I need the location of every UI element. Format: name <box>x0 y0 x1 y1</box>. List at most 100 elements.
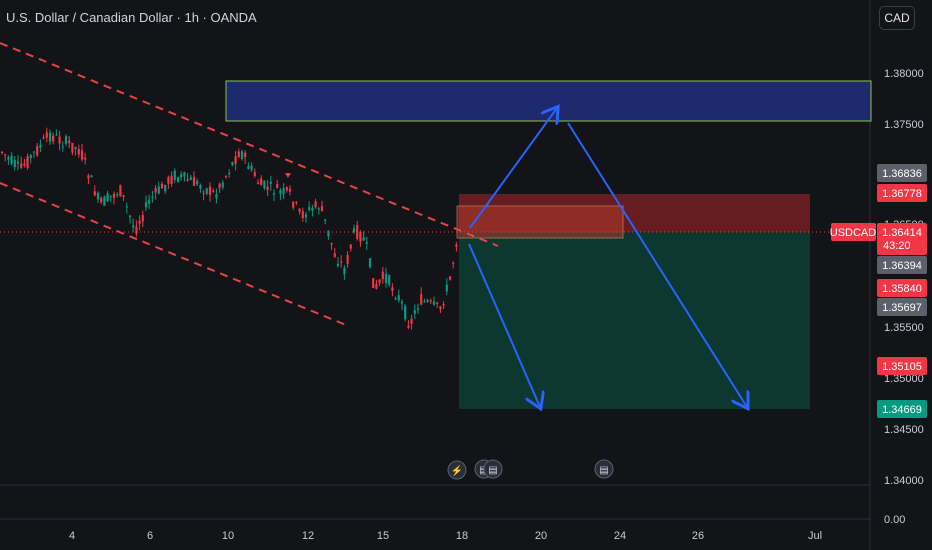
candle-body <box>164 185 167 192</box>
candle-body <box>116 194 119 196</box>
candle-body <box>48 132 52 142</box>
price-tag-label: 1.36778 <box>882 188 922 200</box>
candle-body <box>423 301 426 303</box>
candle-body <box>276 184 279 189</box>
candle-body <box>359 231 362 242</box>
candle-body <box>103 196 106 206</box>
candle-body <box>186 179 189 181</box>
candle-body <box>237 151 240 158</box>
candle-body <box>215 194 218 199</box>
candle-body <box>90 175 93 178</box>
currency-button[interactable]: CAD <box>879 6 915 30</box>
us-flag-icon: ▤ <box>483 459 503 479</box>
candle-body <box>416 308 420 310</box>
candle-body <box>112 193 116 198</box>
candle-body <box>295 201 298 203</box>
candle-body <box>340 261 343 263</box>
candle-body <box>400 301 404 304</box>
candle-body <box>167 177 170 184</box>
candle-body <box>218 183 221 188</box>
candle-body <box>29 155 32 159</box>
candle-body <box>208 186 212 195</box>
y-tick-label: 1.34500 <box>884 424 924 436</box>
candle-body <box>141 215 144 222</box>
arrow-up-to-target <box>469 108 557 229</box>
x-tick-label: 20 <box>535 530 547 542</box>
candle-body <box>263 180 266 189</box>
candle-body <box>202 192 205 194</box>
candle-body <box>196 180 199 185</box>
candle-body <box>16 161 20 164</box>
candle-body <box>404 306 407 320</box>
candle-body <box>64 136 68 144</box>
candle-body <box>260 178 263 186</box>
y-tick-label: 1.35500 <box>884 322 924 334</box>
candle-body <box>308 206 311 210</box>
candle-body <box>221 182 224 188</box>
candle-body <box>327 230 330 237</box>
candle-body <box>0 151 4 153</box>
candle-body <box>138 220 141 224</box>
candle-body <box>368 258 372 268</box>
price-tag: 1.36778 <box>877 184 927 202</box>
candle-body <box>269 181 272 184</box>
candle-body <box>304 214 308 218</box>
candle-body <box>52 135 55 142</box>
candle-body <box>314 201 317 208</box>
arrow-down-right <box>567 122 747 407</box>
candle-body <box>253 172 256 177</box>
candle-body <box>135 226 138 234</box>
y-tick-label: 1.34000 <box>884 475 924 487</box>
candle-body <box>23 163 26 166</box>
candle-body <box>397 295 400 301</box>
x-tick-label: 24 <box>614 530 626 542</box>
candle-body <box>407 325 410 328</box>
target-zone <box>225 80 872 122</box>
candle-body <box>343 267 346 275</box>
candle-body <box>381 271 384 280</box>
candle-body <box>413 310 416 314</box>
candle-body <box>250 165 253 170</box>
candle-body <box>224 175 228 177</box>
candle-body <box>240 151 244 159</box>
candle-body <box>144 202 148 208</box>
candle-body <box>320 206 324 212</box>
candle-body <box>10 155 13 164</box>
candle-body <box>231 162 234 166</box>
channel-lower-line <box>0 182 347 326</box>
candle-body <box>7 157 10 160</box>
candle-body <box>272 193 276 195</box>
candle-body <box>410 318 413 324</box>
candle-body <box>336 263 340 267</box>
candle-body <box>311 207 314 211</box>
candle-body <box>228 172 231 175</box>
candle-body <box>301 210 304 219</box>
price-tag-label: 1.35697 <box>882 302 922 314</box>
x-tick-label: 15 <box>377 530 389 542</box>
price-tag: 1.35697 <box>877 298 927 316</box>
candle-body <box>439 306 442 309</box>
price-tag-label: 1.36394 <box>882 260 922 272</box>
x-tick-label: 4 <box>69 530 75 542</box>
candle-body <box>109 195 112 197</box>
candle-body <box>455 244 458 247</box>
x-tick-label: Jul <box>808 530 822 542</box>
candle-body <box>4 154 7 156</box>
candle-body <box>247 166 250 170</box>
symbol-tag <box>831 223 876 241</box>
channel-upper-line <box>0 42 499 247</box>
svg-text:⚡: ⚡ <box>451 464 463 477</box>
x-tick-label: 18 <box>456 530 468 542</box>
candles <box>0 127 458 330</box>
x-tick-label: 10 <box>222 530 234 542</box>
candle-body <box>199 185 202 189</box>
candle-body <box>436 302 439 304</box>
candle-body <box>132 225 135 228</box>
candle-body <box>100 197 103 203</box>
candle-body <box>96 193 100 200</box>
candle-body <box>61 146 64 148</box>
candle-body <box>432 301 436 305</box>
candle-body <box>189 177 192 180</box>
candle-body <box>234 156 237 164</box>
